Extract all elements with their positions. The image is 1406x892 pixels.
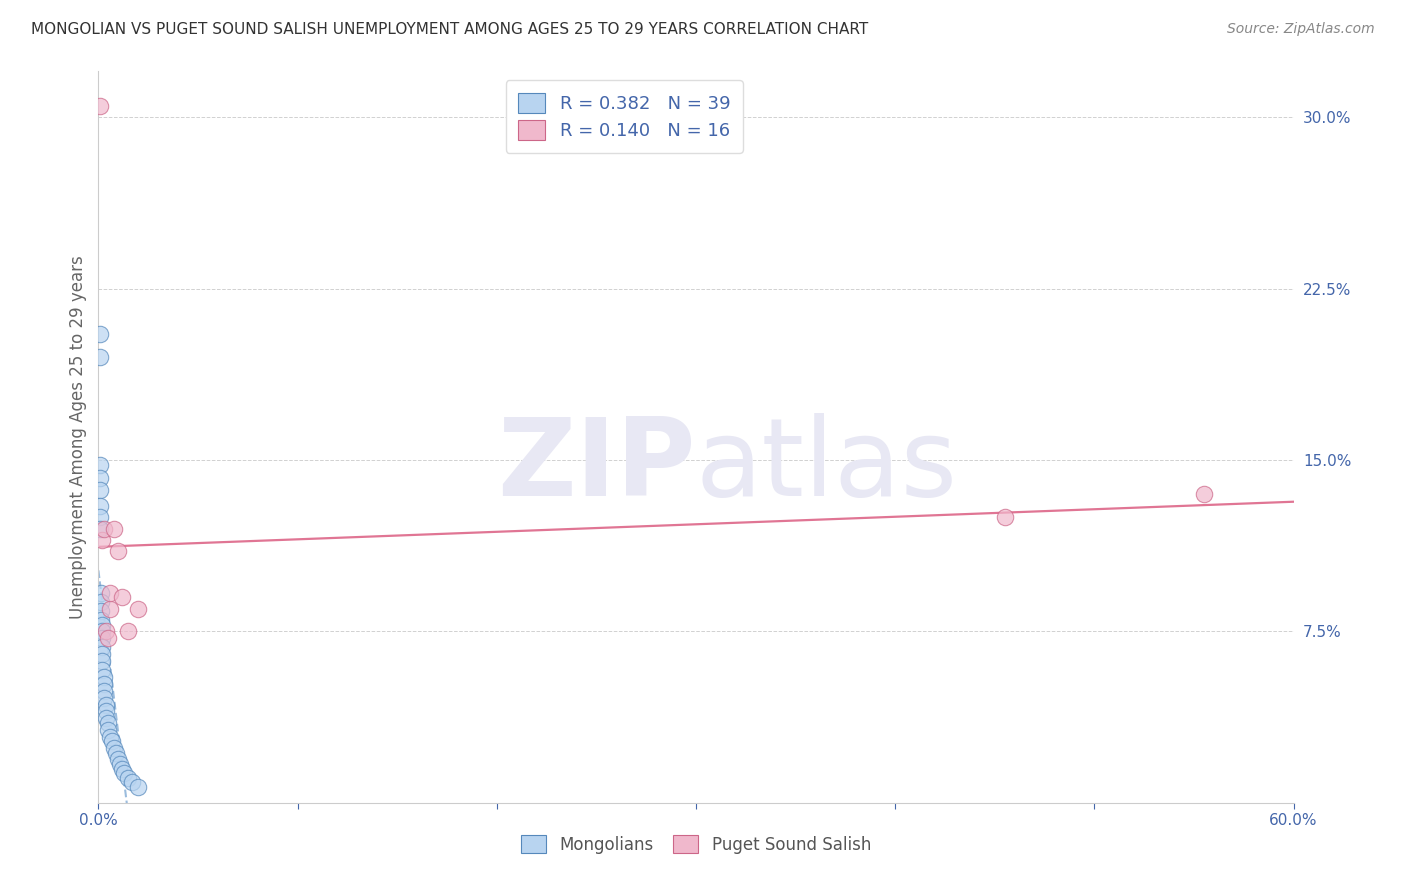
Text: atlas: atlas: [696, 413, 957, 519]
Point: [103, 740, 125, 755]
Point: [96, 624, 118, 639]
Point: [96, 705, 118, 719]
Point: [1192, 487, 1215, 501]
Point: [89, 98, 111, 112]
Point: [105, 746, 128, 760]
Point: [91, 533, 114, 547]
Point: [98, 730, 122, 744]
Point: [112, 766, 135, 780]
Point: [91, 654, 114, 668]
Legend: Mongolians, Puget Sound Salish: Mongolians, Puget Sound Salish: [515, 829, 877, 860]
Point: [121, 775, 143, 789]
Y-axis label: Unemployment Among Ages 25 to 29 years: Unemployment Among Ages 25 to 29 years: [69, 255, 87, 619]
Point: [89, 483, 111, 497]
Point: [90, 604, 112, 618]
Point: [93, 690, 115, 705]
Text: Source: ZipAtlas.com: Source: ZipAtlas.com: [1227, 22, 1375, 37]
Point: [111, 762, 134, 776]
Point: [89, 521, 111, 535]
Point: [89, 510, 111, 524]
Point: [89, 350, 111, 364]
Point: [103, 521, 125, 535]
Point: [89, 458, 111, 472]
Point: [89, 471, 111, 485]
Point: [93, 521, 115, 535]
Point: [111, 590, 134, 604]
Point: [117, 624, 139, 639]
Point: [101, 734, 124, 748]
Point: [994, 510, 1017, 524]
Point: [89, 499, 111, 513]
Text: ZIP: ZIP: [498, 413, 696, 519]
Text: MONGOLIAN VS PUGET SOUND SALISH UNEMPLOYMENT AMONG AGES 25 TO 29 YEARS CORRELATI: MONGOLIAN VS PUGET SOUND SALISH UNEMPLOY…: [31, 22, 868, 37]
Point: [91, 640, 114, 655]
Point: [98, 601, 122, 615]
Point: [90, 595, 112, 609]
Point: [110, 756, 132, 771]
Point: [91, 647, 114, 661]
Point: [107, 544, 129, 558]
Point: [97, 715, 120, 730]
Point: [91, 624, 114, 639]
Point: [97, 632, 120, 646]
Point: [90, 585, 112, 599]
Point: [96, 698, 118, 712]
Point: [93, 683, 115, 698]
Point: [98, 585, 122, 599]
Point: [91, 617, 114, 632]
Point: [117, 771, 139, 785]
Point: [97, 723, 120, 737]
Point: [91, 632, 114, 646]
Point: [93, 670, 115, 684]
Point: [127, 780, 149, 794]
Point: [96, 711, 118, 725]
Point: [107, 752, 129, 766]
Point: [93, 677, 115, 691]
Point: [89, 327, 111, 342]
Point: [90, 613, 112, 627]
Point: [127, 601, 149, 615]
Point: [91, 663, 114, 677]
